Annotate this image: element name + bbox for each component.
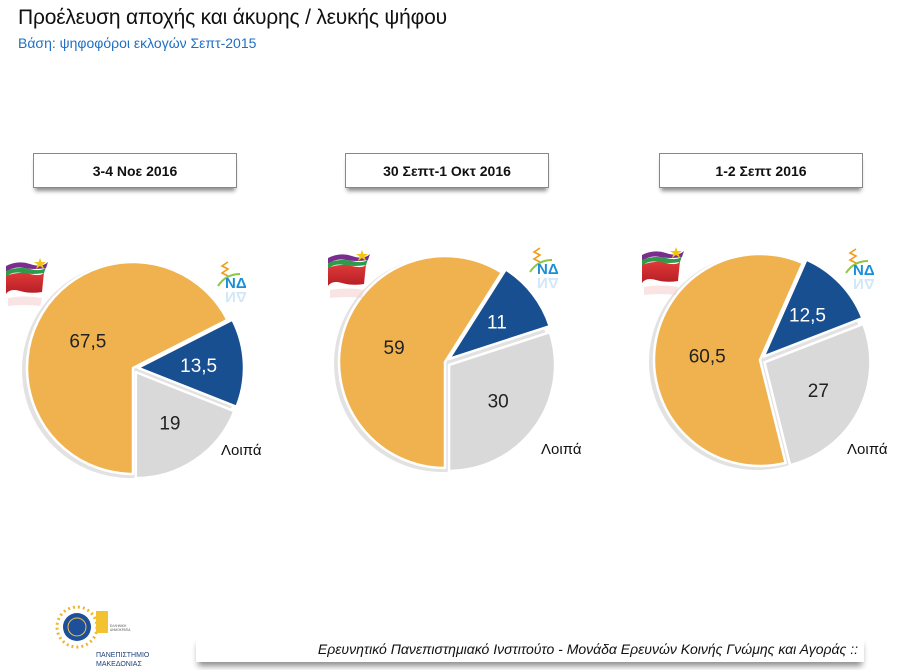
syriza-flag-icon [642, 247, 684, 295]
pie-slice-nd [762, 258, 864, 358]
syriza-flag-icon [6, 258, 48, 306]
pie-label-nd: 11 [487, 313, 507, 334]
logo-line-2: ΜΑΚΕΔΟΝΙΑΣ [96, 661, 142, 668]
sun-emblem-icon [55, 605, 99, 649]
pie-label-syriza: 60,5 [689, 346, 726, 367]
nd-logo-reflection: ΝΔ [225, 288, 247, 305]
pie-slice-others [763, 322, 872, 467]
pie-slice-others [134, 370, 236, 480]
pie-slice-syriza [652, 252, 805, 468]
pie-label-nd: 13,5 [180, 356, 217, 377]
page-subtitle: Βάση: ψηφοφόροι εκλογών Σεπτ-2015 [18, 35, 257, 51]
pie-label-syriza: 59 [384, 338, 405, 359]
chart-2-title: 30 Σεπτ-1 Οκτ 2016 [345, 153, 549, 188]
pie-label-syriza: 67,5 [69, 331, 106, 352]
chart-3-others-label: Λοιπά [847, 441, 888, 458]
chart-1-title: 3-4 Νοε 2016 [33, 153, 237, 188]
syriza-flag-icon [328, 250, 370, 298]
nd-logo-reflection: ΝΔ [853, 275, 875, 292]
nd-logo-text: ΝΔ [853, 262, 875, 279]
footer-text: Ερευνητικό Πανεπιστημιακό Ινστιτούτο - Μ… [317, 641, 858, 657]
chart-3-title: 1-2 Σεπτ 2016 [659, 153, 863, 188]
page-title: Προέλευση αποχής και άκυρης / λευκής ψήφ… [18, 6, 447, 29]
nd-logo-text: ΝΔ [225, 275, 247, 292]
logo-small-line-2: ΔΗΜΟΚΡΑΤΙΑ [110, 628, 131, 632]
pie-label-others: 19 [159, 413, 180, 434]
logo-line-1: ΠΑΝΕΠΙΣΤΗΜΙΟ [96, 652, 150, 659]
chart-1-others-label: Λοιπά [221, 442, 262, 459]
footer-bar: Ερευνητικό Πανεπιστημιακό Ινστιτούτο - Μ… [196, 636, 864, 662]
nd-logo-text: ΝΔ [537, 261, 559, 278]
pie-label-nd: 12,5 [789, 306, 826, 327]
pie-label-others: 30 [488, 392, 509, 413]
pie-slice-nd [136, 318, 246, 409]
pie-slice-syriza [25, 260, 229, 476]
logo-small-line-1: ΕΛΛΗΝΙΚΗ [110, 624, 127, 628]
chart-2-others-label: Λοιπά [541, 441, 582, 458]
pie-slice-others [447, 330, 557, 473]
pie-slice-nd [447, 268, 552, 361]
pie-label-others: 27 [808, 381, 829, 402]
pie-slice-syriza [337, 254, 504, 470]
nd-logo-reflection: ΝΔ [537, 274, 559, 291]
university-logo: ΕΛΛΗΝΙΚΗ ΔΗΜΟΚΡΑΤΙΑ ΠΑΝΕΠΙΣΤΗΜΙΟ ΜΑΚΕΔΟΝ… [55, 605, 150, 668]
tower-icon [96, 611, 108, 633]
